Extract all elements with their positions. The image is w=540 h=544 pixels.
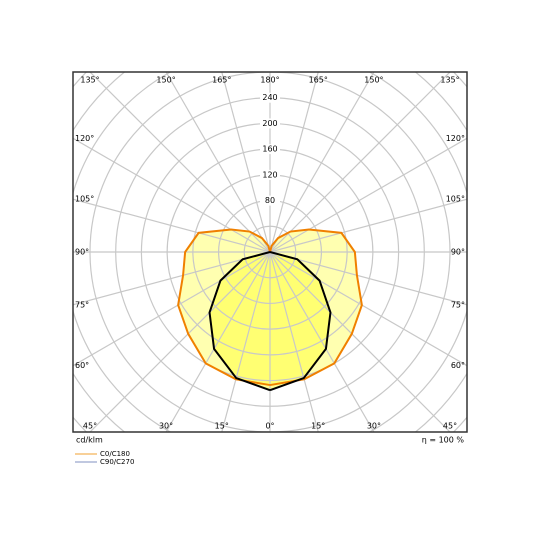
angle-label: 135° bbox=[440, 76, 459, 85]
plot-area bbox=[73, 72, 467, 432]
radial-line bbox=[165, 251, 271, 432]
radial-line bbox=[269, 251, 319, 432]
r-tick-label: 200 bbox=[262, 119, 277, 128]
radial-line bbox=[269, 72, 319, 253]
radial-line bbox=[269, 251, 375, 432]
frame bbox=[72, 71, 468, 433]
radial-line bbox=[269, 72, 375, 253]
r-tick-label: 120 bbox=[262, 170, 277, 179]
series-line bbox=[177, 228, 271, 387]
angle-label: 120° bbox=[75, 134, 94, 143]
radial-line bbox=[73, 198, 271, 253]
angle-label: 45° bbox=[443, 422, 457, 431]
radial-line bbox=[73, 251, 271, 306]
radial-line bbox=[89, 251, 271, 432]
radial-line bbox=[221, 72, 271, 253]
angle-label: 60° bbox=[75, 361, 89, 370]
radial-line bbox=[73, 251, 271, 367]
angle-label: 60° bbox=[451, 361, 465, 370]
angle-label: 165° bbox=[309, 76, 328, 85]
radial-line bbox=[73, 137, 271, 253]
angle-label: 75° bbox=[75, 300, 89, 309]
series-line bbox=[208, 251, 271, 392]
angle-label: 0° bbox=[265, 422, 274, 431]
r-label-bg bbox=[260, 118, 280, 129]
unit-label: cd/klm bbox=[76, 436, 103, 445]
angle-label: 135° bbox=[80, 76, 99, 85]
r-tick-label: 240 bbox=[262, 93, 277, 102]
angle-label: 75° bbox=[451, 300, 465, 309]
angle-label: 150° bbox=[156, 76, 175, 85]
radial-line bbox=[269, 72, 451, 253]
legend-label: C0/C180 bbox=[100, 450, 130, 458]
overlay: 180° 165° 150° 135° 120° 105° 90° 75° 60° 45° 30° 1… bbox=[75, 76, 465, 431]
radial-line bbox=[269, 198, 467, 253]
legend-label: C90/C270 bbox=[100, 458, 134, 466]
angle-label: 90° bbox=[75, 248, 89, 257]
angle-label: 15° bbox=[215, 422, 229, 431]
area-fill bbox=[209, 252, 270, 391]
r-tick-label: 160 bbox=[262, 145, 277, 154]
radial-line bbox=[221, 251, 271, 432]
radial-line bbox=[89, 72, 271, 253]
angle-label: 120° bbox=[446, 134, 465, 143]
efficiency-label: η = 100 % bbox=[422, 436, 465, 445]
radial-line bbox=[165, 72, 271, 253]
radial-line bbox=[269, 251, 467, 306]
angle-label: 45° bbox=[83, 422, 97, 431]
radial-line bbox=[269, 251, 451, 432]
angle-label: 15° bbox=[311, 422, 325, 431]
r-label-bg bbox=[260, 195, 280, 206]
r-tick-label: 80 bbox=[265, 196, 275, 205]
series-line bbox=[269, 228, 363, 387]
r-label-bg bbox=[260, 169, 280, 180]
radial-line bbox=[269, 137, 467, 253]
r-label-bg bbox=[260, 92, 280, 103]
angle-label: 105° bbox=[75, 195, 94, 204]
angle-label: 90° bbox=[451, 248, 465, 257]
angle-label: 30° bbox=[367, 422, 381, 431]
series-line bbox=[269, 251, 332, 392]
angle-label: 165° bbox=[212, 76, 231, 85]
area-fill bbox=[270, 252, 331, 391]
angle-label: 180° bbox=[260, 76, 279, 85]
angle-label: 30° bbox=[159, 422, 173, 431]
r-label-bg bbox=[260, 144, 280, 155]
angle-label: 105° bbox=[446, 195, 465, 204]
angle-label: 150° bbox=[364, 76, 383, 85]
radial-line bbox=[269, 251, 467, 367]
